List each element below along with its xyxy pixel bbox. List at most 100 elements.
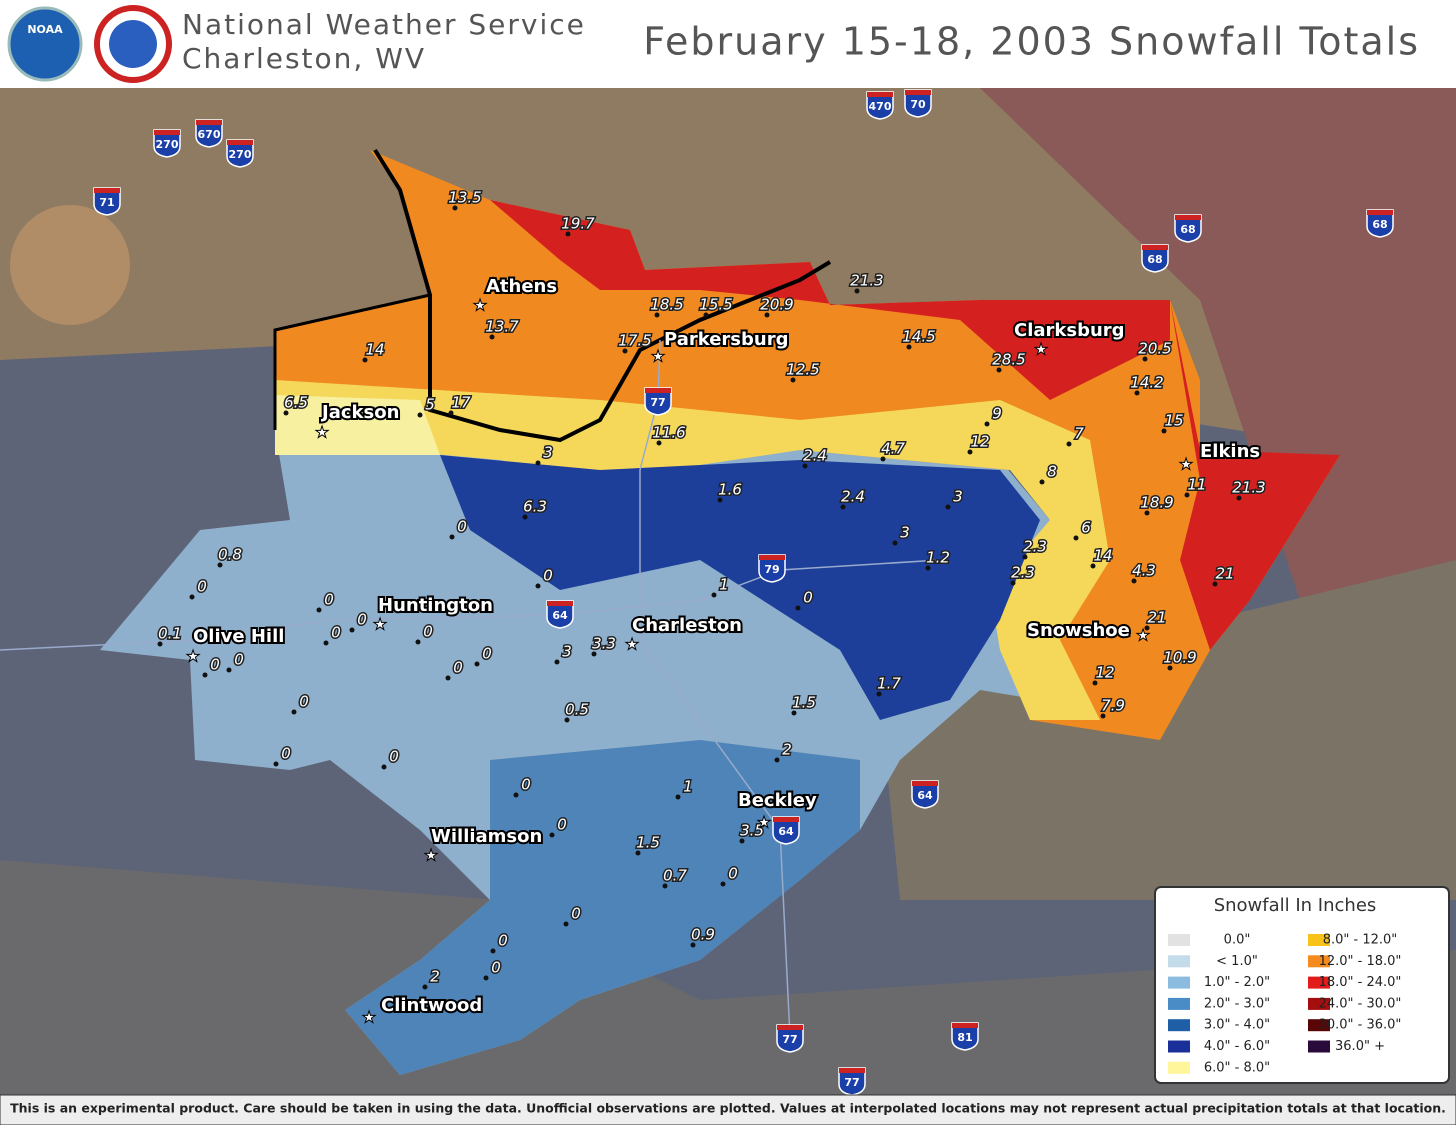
interstate-shield-top bbox=[547, 601, 573, 606]
cwa-border bbox=[273, 293, 431, 430]
interstate-number: 71 bbox=[99, 196, 114, 209]
city-name: Elkins bbox=[1200, 441, 1260, 462]
observation-dot bbox=[840, 504, 846, 510]
observation-value: 13.7 bbox=[485, 318, 519, 336]
observation-value: 6.3 bbox=[523, 498, 547, 516]
interstate-shield-top bbox=[777, 1025, 803, 1030]
observation-dot bbox=[362, 357, 368, 363]
observation-value: 0 bbox=[357, 611, 367, 629]
observation-value: 3.5 bbox=[740, 822, 764, 840]
observation-value: 20.9 bbox=[760, 296, 793, 314]
observation-value: 0 bbox=[331, 624, 341, 642]
observation-value: 2 bbox=[430, 968, 440, 986]
observation-dot bbox=[1100, 713, 1106, 719]
city-name: Parkersburg bbox=[664, 329, 788, 350]
observation-dot bbox=[764, 312, 770, 318]
observation-dot bbox=[535, 460, 541, 466]
interstate-shield bbox=[546, 600, 574, 629]
observation-dot bbox=[445, 675, 451, 681]
observation-dot bbox=[1131, 578, 1137, 584]
observation-value: 0 bbox=[491, 959, 501, 977]
observation-value: 3 bbox=[900, 524, 910, 542]
observation-value: 1.5 bbox=[792, 694, 816, 712]
ohio-snow-area bbox=[10, 205, 130, 325]
jackson-band bbox=[275, 395, 440, 455]
interstate-shield bbox=[93, 187, 121, 216]
observation-value: 3 bbox=[543, 444, 553, 462]
nws-logo-inner bbox=[109, 20, 157, 68]
observation-value: 21 bbox=[1215, 565, 1234, 583]
observation-value: 11 bbox=[1187, 476, 1206, 494]
city-star: ★ bbox=[1034, 340, 1048, 359]
observation-dot bbox=[675, 794, 681, 800]
observation-dot bbox=[1212, 581, 1218, 587]
interstate-shield bbox=[195, 119, 223, 148]
observation-value: 0.5 bbox=[565, 701, 589, 719]
moderate-snow-region bbox=[345, 740, 860, 1075]
observation-dot bbox=[157, 641, 163, 647]
observation-dot bbox=[415, 639, 421, 645]
observation-value: 17 bbox=[451, 394, 471, 412]
city-star: ★ bbox=[424, 846, 438, 865]
observation-dot bbox=[1022, 554, 1028, 560]
observation-dot bbox=[554, 659, 560, 665]
observation-dot bbox=[452, 205, 458, 211]
observation-value: 4.7 bbox=[881, 440, 905, 458]
observation-value: 8 bbox=[1047, 463, 1057, 481]
observation-value: 0 bbox=[423, 623, 433, 641]
observation-value: 21.3 bbox=[1232, 479, 1265, 497]
interstate-number: 670 bbox=[198, 128, 221, 141]
observation-dot bbox=[449, 534, 455, 540]
observation-dot bbox=[189, 594, 195, 600]
interstate-shield bbox=[1366, 209, 1394, 238]
observation-value: 21.3 bbox=[850, 272, 883, 290]
observation-dot bbox=[1090, 563, 1096, 569]
city-name: Athens bbox=[486, 276, 557, 297]
observation-dot bbox=[656, 440, 662, 446]
interstate-number: 270 bbox=[229, 148, 252, 161]
observation-dot bbox=[474, 661, 480, 667]
observation-value: 0 bbox=[324, 591, 334, 609]
observation-value: 3 bbox=[953, 488, 963, 506]
observation-value: 14 bbox=[365, 341, 384, 359]
observation-dot bbox=[906, 344, 912, 350]
interstate-number: 68 bbox=[1180, 223, 1195, 236]
legend-label: 1.0" - 2.0" bbox=[1204, 975, 1270, 990]
observation-dot bbox=[945, 504, 951, 510]
observation-dot bbox=[291, 709, 297, 715]
observation-dot bbox=[654, 312, 660, 318]
observation-value: 18.9 bbox=[1140, 494, 1173, 512]
interstate-shield bbox=[911, 780, 939, 809]
city-star: ★ bbox=[757, 813, 771, 832]
interstate-shield bbox=[644, 387, 672, 416]
observation-dot bbox=[774, 757, 780, 763]
interstate-shield-top bbox=[839, 1068, 865, 1073]
observation-value: 18.5 bbox=[650, 296, 683, 314]
interstate-shield-top bbox=[94, 188, 120, 193]
legend-title: Snowfall In Inches bbox=[1214, 895, 1377, 916]
observation-dot bbox=[1073, 535, 1079, 541]
observation-value: 20.5 bbox=[1138, 340, 1171, 358]
interstate-shield bbox=[772, 816, 800, 845]
observation-value: 0 bbox=[482, 645, 492, 663]
observation-value: 14.5 bbox=[902, 328, 935, 346]
observation-dot bbox=[563, 921, 569, 927]
observation-value: 2 bbox=[782, 741, 792, 759]
observation-dot bbox=[703, 312, 709, 318]
observation-value: 12.5 bbox=[786, 361, 819, 379]
observation-value: 0.9 bbox=[691, 926, 715, 944]
observation-dot bbox=[1161, 428, 1167, 434]
interstate-shield bbox=[1174, 214, 1202, 243]
observation-value: 6.5 bbox=[284, 394, 308, 412]
interstate-shield bbox=[866, 91, 894, 120]
legend-label: 12.0" - 18.0" bbox=[1319, 954, 1402, 969]
observation-dot bbox=[1144, 625, 1150, 631]
observation-value: 0 bbox=[557, 816, 567, 834]
observation-dot bbox=[1010, 580, 1016, 586]
observation-value: 4.3 bbox=[1132, 562, 1156, 580]
observation-dot bbox=[1236, 495, 1242, 501]
observation-dot bbox=[417, 412, 423, 418]
observation-value: 10.9 bbox=[1163, 649, 1196, 667]
